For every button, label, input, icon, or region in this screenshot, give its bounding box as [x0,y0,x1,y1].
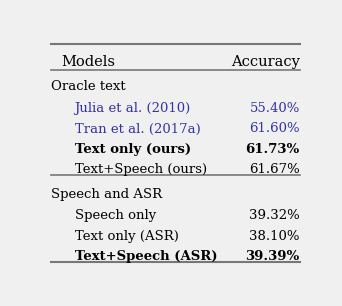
Text: Text only (ASR): Text only (ASR) [75,230,179,243]
Text: 61.73%: 61.73% [246,143,300,156]
Text: Oracle text: Oracle text [51,80,125,93]
Text: Tran et al. (2017a): Tran et al. (2017a) [75,122,200,136]
Text: 61.67%: 61.67% [249,163,300,177]
Text: 38.10%: 38.10% [249,230,300,243]
Text: Speech only: Speech only [75,209,156,222]
Text: Text only (ours): Text only (ours) [75,143,191,156]
Text: 39.32%: 39.32% [249,209,300,222]
Text: 39.39%: 39.39% [246,250,300,263]
Text: Text+Speech (ASR): Text+Speech (ASR) [75,250,217,263]
Text: Julia et al. (2010): Julia et al. (2010) [75,102,191,115]
Text: 61.60%: 61.60% [249,122,300,136]
Text: 55.40%: 55.40% [249,102,300,115]
Text: Accuracy: Accuracy [231,55,300,69]
Text: Speech and ASR: Speech and ASR [51,188,162,200]
Text: Text+Speech (ours): Text+Speech (ours) [75,163,207,177]
Text: Models: Models [61,55,115,69]
